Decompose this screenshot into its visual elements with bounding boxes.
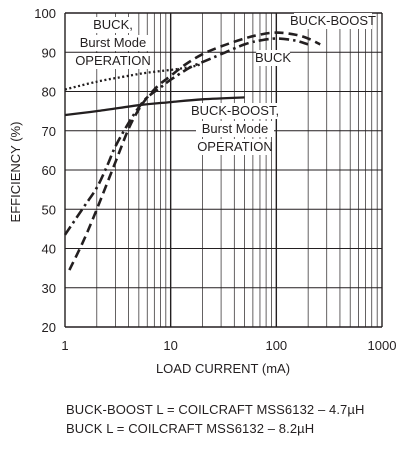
y-tick-label: 30 [42, 281, 56, 296]
annotation-bg [196, 121, 274, 137]
annotation-text: BUCK [255, 50, 291, 65]
y-tick-label: 20 [42, 320, 56, 335]
series-line-2 [64, 62, 203, 91]
x-tick-label: 1000 [368, 338, 397, 353]
series-line-3 [64, 96, 245, 117]
inductor-note-buck: BUCK L = COILCRAFT MSS6132 – 8.2µH [66, 421, 315, 436]
annotation-text: BUCK, [93, 17, 133, 32]
series-lines [63, 31, 321, 271]
inductor-note-buck-boost: BUCK-BOOST L = COILCRAFT MSS6132 – 4.7µH [66, 402, 365, 417]
x-tick-label: 10 [163, 338, 177, 353]
annotation-bg [192, 103, 278, 119]
annotation-0: BUCK, Burst Mode OPERATION [74, 17, 152, 69]
y-tick-label: 60 [42, 163, 56, 178]
y-tick-label: 70 [42, 124, 56, 139]
y-tick-label: 50 [42, 202, 56, 217]
annotation-text: BUCK-BOOST [290, 13, 376, 28]
annotation-text: Burst Mode [80, 35, 146, 50]
annotation-text: BUCK-BOOST, [191, 103, 279, 118]
annotation-text: Burst Mode [202, 121, 268, 136]
annotation-1: BUCK-BOOST [290, 13, 376, 29]
y-tick-label: 90 [42, 45, 56, 60]
y-axis-title: EFFICIENCY (%) [8, 122, 23, 223]
annotation-bg [74, 35, 152, 51]
series-line-1 [63, 37, 309, 236]
x-axis-title: LOAD CURRENT (mA) [156, 361, 290, 376]
annotation-text: OPERATION [75, 53, 151, 68]
annotations: BUCK, Burst Mode OPERATION BUCK-BOOST BUCK BU… [74, 13, 376, 155]
annotation-bg [256, 50, 290, 66]
x-tick-label: 100 [265, 338, 287, 353]
annotation-2: BUCK [255, 50, 291, 66]
series-line-0 [68, 31, 321, 271]
y-tick-label: 80 [42, 85, 56, 100]
annotation-bg [294, 13, 372, 29]
y-tick-label: 40 [42, 242, 56, 257]
x-tick-label: 1 [61, 338, 68, 353]
annotation-bg [92, 17, 134, 33]
annotation-3: BUCK-BOOST, Burst Mode OPERATION [191, 103, 279, 155]
annotation-bg [199, 139, 271, 155]
annotation-bg [77, 53, 149, 69]
annotation-text: OPERATION [197, 139, 273, 154]
y-tick-label: 100 [34, 6, 56, 21]
axis-titles: LOAD CURRENT (mA) EFFICIENCY (%) [8, 122, 290, 376]
